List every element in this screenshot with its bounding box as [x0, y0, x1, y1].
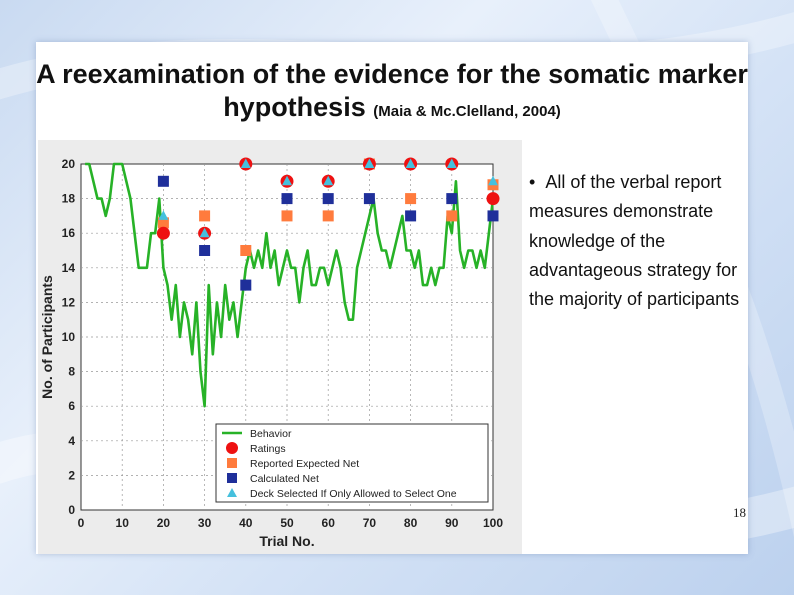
reported-expected-net-marker	[240, 245, 252, 256]
deck-selected-marker	[240, 158, 251, 168]
x-tick-label: 70	[363, 516, 377, 530]
deck-selected-marker	[199, 227, 210, 238]
ratings-marker	[486, 192, 500, 206]
title-main: A reexamination of the evidence for the …	[36, 59, 748, 122]
title-citation: (Maia & Mc.Clelland, 2004)	[373, 103, 561, 120]
bullet-text: All of the verbal report measures demons…	[529, 172, 740, 310]
x-tick-label: 80	[404, 516, 418, 530]
y-tick-label: 20	[62, 157, 76, 171]
deck-selected-marker	[405, 158, 416, 168]
y-tick-label: 10	[62, 330, 76, 344]
calculated-net-marker	[157, 175, 169, 187]
calculated-net-marker	[240, 279, 252, 291]
chart-area: 0 10 20 30 40 50 60 70 80 90 100 0 2 4 6 8 10 12 14 16 18 20 T…	[38, 140, 522, 554]
x-tick-label: 90	[445, 516, 459, 530]
calculated-net-marker	[363, 193, 375, 205]
legend-label-behavior: Behavior	[250, 428, 292, 440]
behavior-line	[85, 162, 495, 408]
legend-box	[215, 423, 489, 503]
y-tick-label: 6	[68, 399, 75, 413]
deck-selected-marker	[364, 158, 375, 168]
y-tick-label: 4	[68, 434, 75, 448]
y-tick-label: 18	[62, 192, 76, 206]
calculated-net-marker	[199, 245, 211, 256]
calculated-net-marker	[281, 193, 293, 205]
slide-title: A reexamination of the evidence for the …	[36, 58, 748, 128]
y-tick-label: 8	[68, 365, 75, 379]
calculated-net-marker	[446, 193, 458, 205]
x-tick-label: 10	[116, 516, 130, 530]
reported-expected-net-marker	[446, 210, 458, 222]
y-axis-label: No. of Participants	[39, 275, 55, 399]
calculated-net-marker	[405, 210, 417, 222]
x-tick-label: 50	[280, 516, 294, 530]
legend-label-reported: Reported Expected Net	[250, 458, 359, 470]
legend-calculated-swatch	[227, 473, 237, 483]
reported-expected-net-marker	[199, 210, 211, 222]
deck-selected-marker	[488, 175, 498, 186]
x-tick-label: 30	[198, 516, 212, 530]
y-tick-label: 2	[68, 468, 75, 482]
y-tick-label: 12	[62, 295, 76, 309]
deck-selected-marker	[158, 210, 169, 220]
y-tick-label: 0	[68, 503, 75, 517]
calculated-net-marker	[322, 193, 334, 205]
legend-label-ratings: Ratings	[250, 443, 286, 455]
y-tick-label: 16	[62, 226, 76, 240]
calculated-net-marker	[487, 210, 499, 222]
x-tick-label: 40	[239, 516, 253, 530]
x-tick-label: 20	[157, 516, 171, 530]
reported-expected-net-marker	[157, 217, 169, 229]
legend-reported-swatch	[227, 458, 237, 468]
legend-deck-swatch	[227, 488, 237, 497]
x-tick-label: 100	[483, 516, 503, 530]
reported-expected-net-marker	[405, 193, 417, 205]
reported-expected-net-marker	[281, 210, 293, 222]
deck-selected-marker	[282, 175, 292, 186]
deck-selected-marker	[446, 158, 457, 168]
x-axis-label: Trial No.	[259, 533, 314, 549]
page-number: 18	[733, 505, 746, 520]
legend-label-calculated: Calculated Net	[250, 473, 319, 485]
x-tick-label: 60	[322, 516, 336, 530]
bullet-dot-icon: •	[529, 172, 536, 192]
bullet-list: • All of the verbal report measures demon…	[529, 168, 751, 314]
reported-expected-net-marker	[322, 210, 334, 222]
chart-svg: 0 10 20 30 40 50 60 70 80 90 100 0 2 4 6 8 10 12 14 16 18 20 T…	[39, 157, 503, 549]
ratings-marker	[156, 226, 170, 240]
y-tick-label: 14	[62, 261, 76, 275]
legend-ratings-swatch	[226, 442, 238, 454]
x-tick-label: 0	[78, 516, 85, 530]
deck-selected-marker	[323, 175, 334, 186]
legend-label-deck: Deck Selected If Only Allowed to Select …	[250, 488, 457, 500]
bullet-item: • All of the verbal report measures demon…	[529, 168, 751, 314]
